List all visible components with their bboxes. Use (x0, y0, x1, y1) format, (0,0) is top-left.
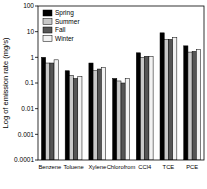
y-tick-label: 100 (23, 2, 34, 9)
y-tick (35, 6, 38, 7)
bar (54, 60, 58, 160)
bar (69, 75, 73, 160)
bar (196, 50, 200, 160)
legend-swatch (43, 36, 52, 42)
bar (141, 57, 145, 160)
y-axis-label: Log of emission rate (mg/s) (1, 37, 10, 128)
bar (160, 33, 164, 160)
legend-swatch (43, 10, 52, 16)
bar (136, 53, 140, 160)
bar (46, 63, 50, 160)
y-tick-label: 0.001 (18, 131, 35, 138)
y-tick (35, 134, 38, 135)
bar (173, 37, 177, 160)
bar (74, 78, 78, 160)
x-tick-label: PCE (186, 164, 198, 170)
legend-swatch (43, 19, 52, 25)
y-tick (35, 108, 38, 109)
bar (125, 78, 129, 160)
legend-label: Fall (55, 26, 66, 33)
x-tick-label: Chlorofrom (107, 164, 136, 170)
x-tick-label: Benzene (38, 164, 61, 170)
bar (188, 52, 192, 160)
y-tick-label: 0.0001 (14, 156, 34, 163)
legend-label: Summer (55, 18, 80, 25)
bar (117, 81, 121, 160)
x-tick-label: Xylene (88, 164, 106, 170)
bar (50, 63, 54, 160)
legend-label: Spring (55, 9, 74, 17)
bars (41, 33, 200, 160)
x-tick-label: TCE (163, 164, 175, 170)
bar (164, 39, 168, 160)
x-tick-label: CCl4 (138, 164, 152, 170)
bar (41, 57, 45, 160)
bar (78, 76, 82, 160)
x-tick-label: Toluene (63, 164, 83, 170)
bar (121, 83, 125, 160)
plot-frame (38, 6, 204, 160)
y-tick (35, 83, 38, 84)
y-tick (35, 160, 38, 161)
legend-label: Winter (55, 35, 75, 42)
bar (113, 78, 117, 160)
bar (65, 71, 69, 160)
y-tick-label: 10 (27, 28, 35, 35)
y-tick-label: 0.1 (25, 79, 34, 86)
bar (93, 71, 97, 160)
bar (168, 39, 172, 160)
bar (101, 68, 105, 160)
bar (145, 56, 149, 160)
y-tick-label: 0.01 (21, 105, 34, 112)
legend-swatch (43, 27, 52, 33)
bar (97, 69, 101, 160)
legend: SpringSummerFall Winter (43, 9, 80, 42)
bar (149, 56, 153, 160)
bar (184, 46, 188, 160)
chart: 0.0001 0.001 0.01 0.1 1 10 100 Log of emission … (0, 0, 207, 189)
bar (192, 51, 196, 160)
y-tick (35, 31, 38, 32)
y-tick (35, 57, 38, 58)
y-tick-label: 1 (30, 54, 34, 61)
bar (89, 63, 93, 160)
